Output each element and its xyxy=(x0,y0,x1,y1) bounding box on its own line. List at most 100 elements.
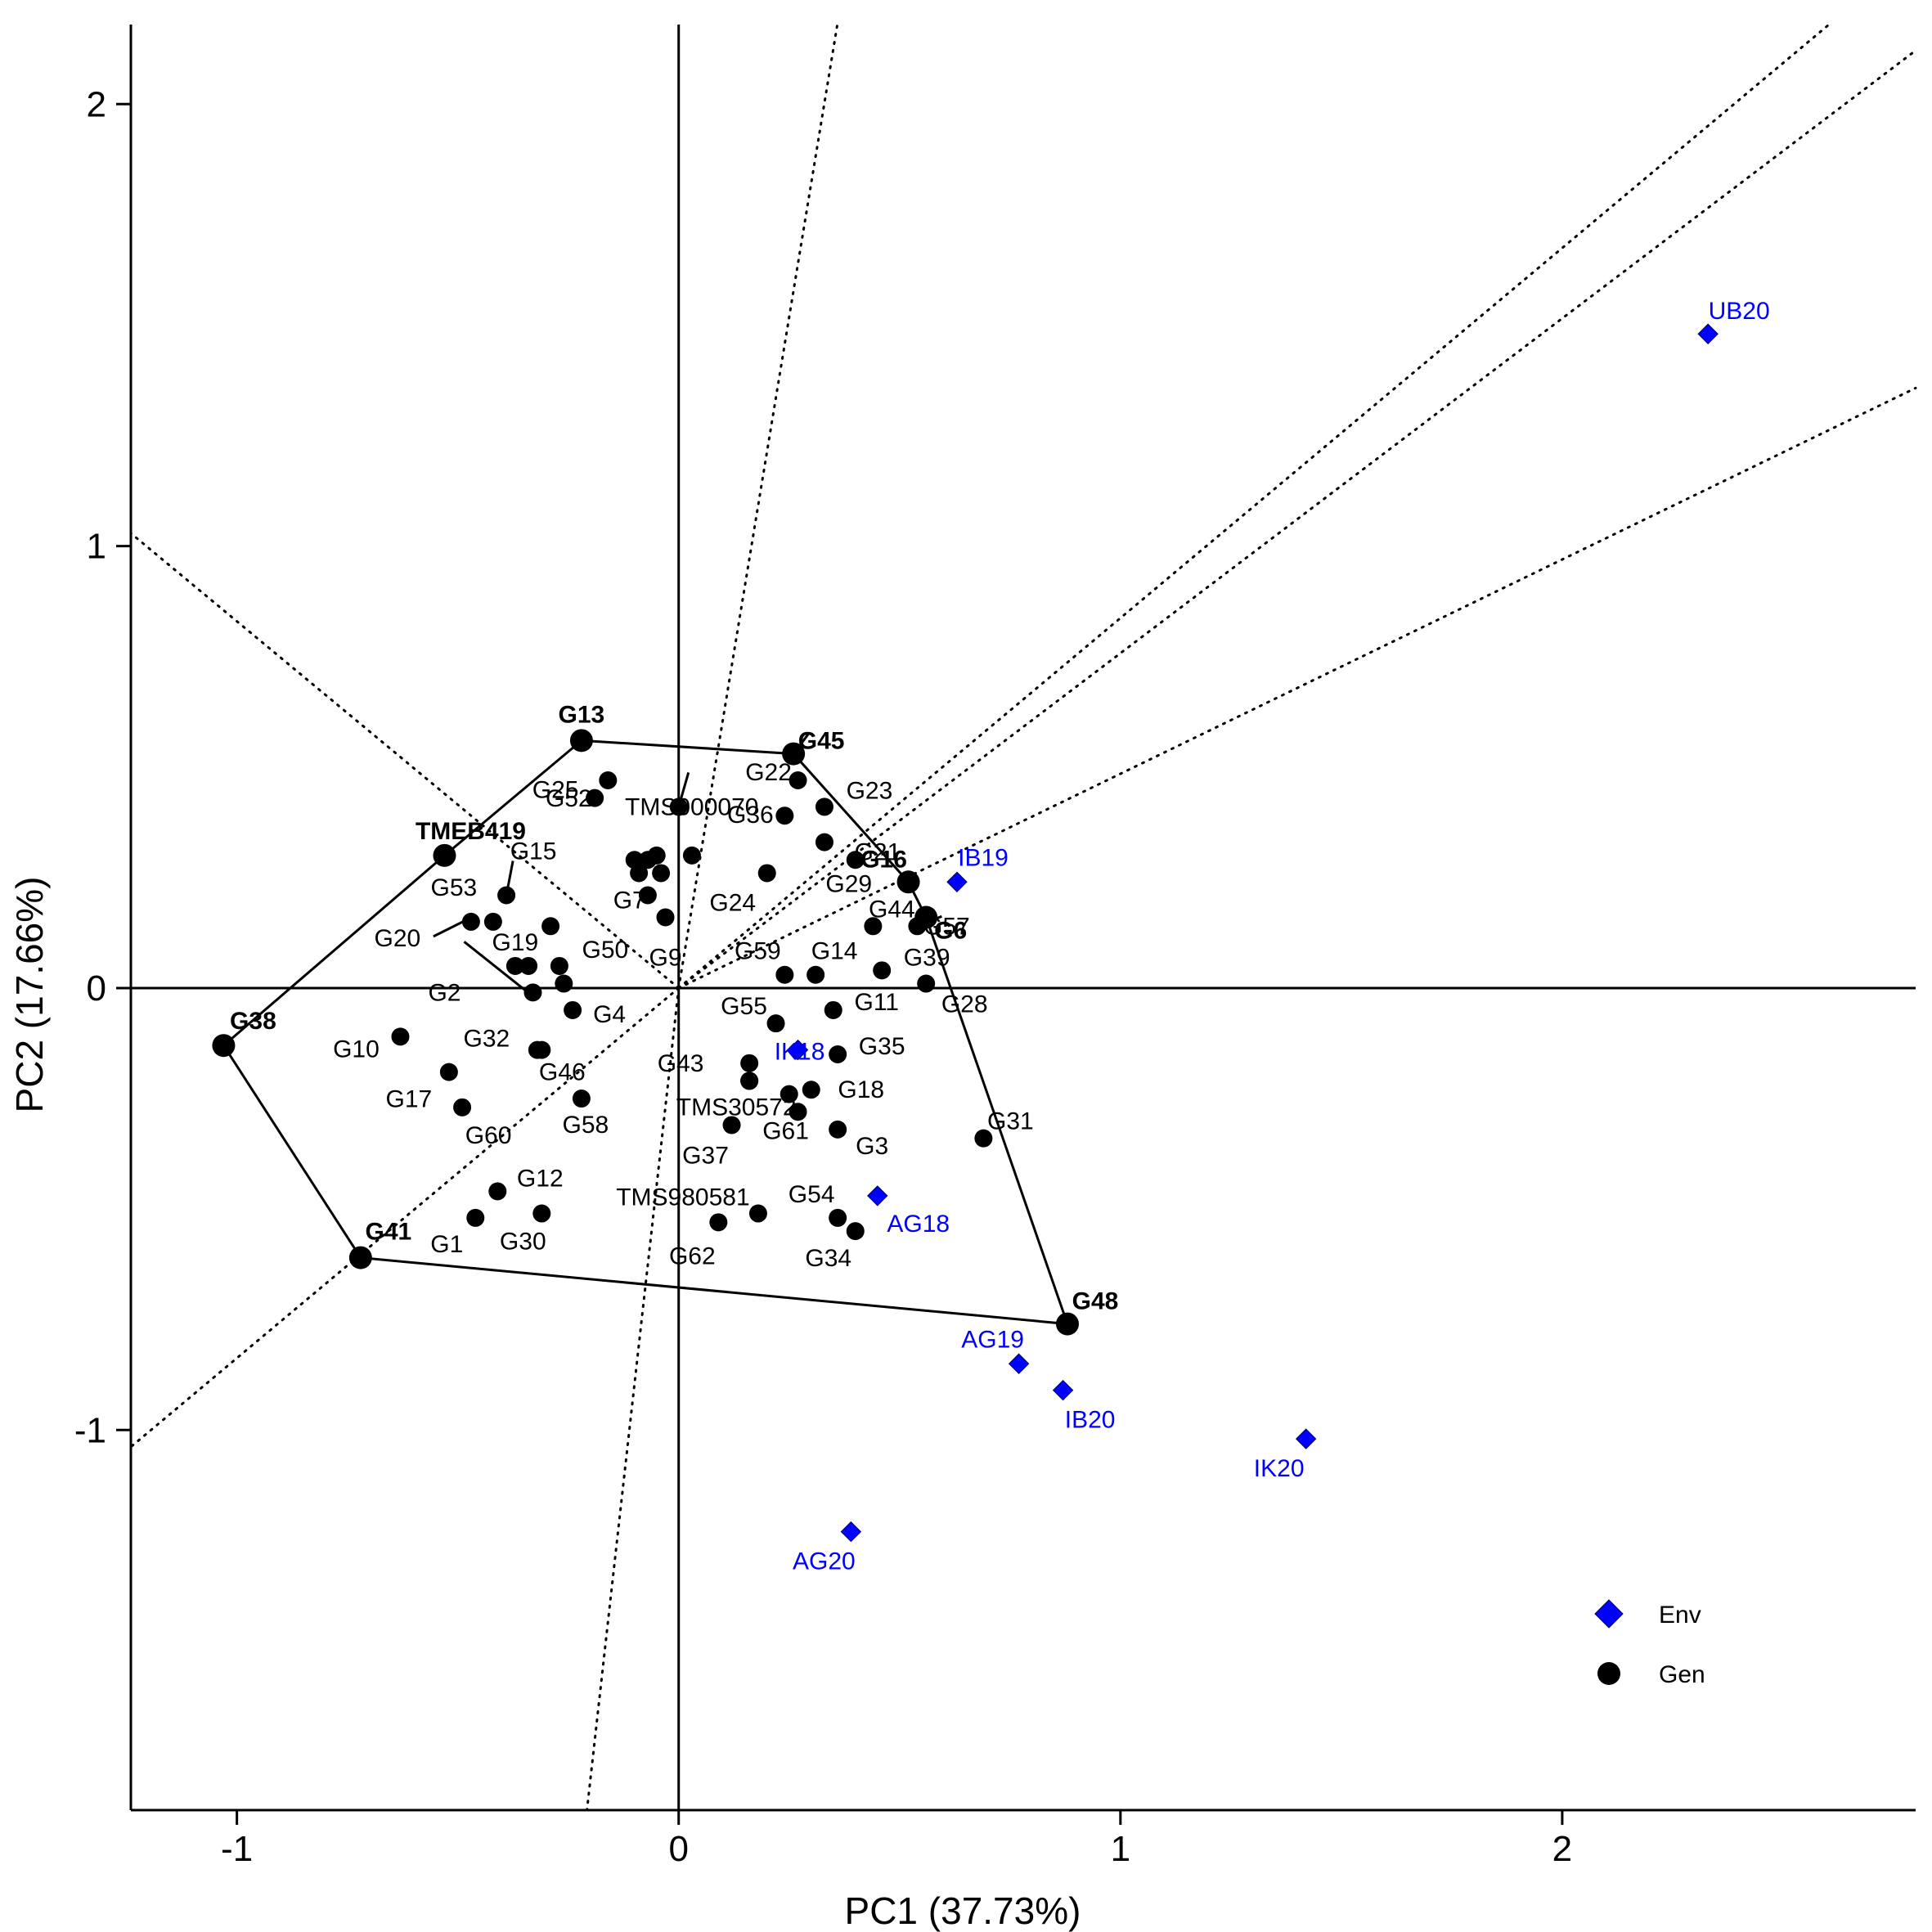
genotype-point-g59 xyxy=(775,965,794,984)
genotype-point-g54 xyxy=(829,1208,847,1227)
genotype-point-g36 xyxy=(775,806,794,825)
genotype-point-g15 xyxy=(497,886,516,905)
genotype-label-g58: G58 xyxy=(563,1112,609,1139)
genotype-label-g12: G12 xyxy=(517,1166,564,1193)
genotype-point-g23 xyxy=(815,798,833,816)
x-tick-label-2: 1 xyxy=(1111,1829,1130,1869)
sector-lines xyxy=(129,23,1917,1812)
env-label-ib19: IB19 xyxy=(958,844,1009,871)
env-point-ib20 xyxy=(1052,1379,1074,1401)
genotype-point-unlabeled-3 xyxy=(630,864,649,883)
genotype-point-unlabeled-10 xyxy=(740,1072,759,1090)
genotype-label-g10: G10 xyxy=(333,1036,380,1063)
origin-axes xyxy=(131,25,1916,1810)
genotype-point-g2 xyxy=(523,983,542,1002)
genotype-label-g13: G13 xyxy=(559,701,605,728)
genotype-point-unlabeled-2 xyxy=(652,864,671,883)
env-label-ib20: IB20 xyxy=(1065,1407,1116,1434)
leader-g20 xyxy=(433,920,464,938)
x-tick-label-3: 2 xyxy=(1552,1829,1572,1869)
legend: Env Gen xyxy=(1594,1599,1705,1688)
genotype-label-tms980581: TMS980581 xyxy=(616,1184,749,1211)
genotype-label-tms30572: TMS30572 xyxy=(676,1094,797,1121)
genotype-point-g19 xyxy=(505,956,524,975)
genotype-point-g1 xyxy=(466,1208,485,1227)
genotype-label-g38: G38 xyxy=(230,1008,276,1035)
legend-env-marker xyxy=(1594,1599,1624,1629)
genotype-label-g9: G9 xyxy=(649,945,682,972)
genotype-label-g45: G45 xyxy=(798,728,845,755)
genotype-point-g46 xyxy=(532,1040,551,1059)
genotype-point-g35 xyxy=(829,1045,847,1064)
genotype-point-tms000070 xyxy=(669,798,688,816)
genotype-label-g29: G29 xyxy=(825,870,872,897)
genotype-point-unlabeled-7 xyxy=(519,956,538,975)
sector-line-4 xyxy=(129,986,681,1449)
env-label-ag19: AG19 xyxy=(961,1326,1024,1353)
genotype-point-g20 xyxy=(461,912,480,931)
genotype-label-g16: G16 xyxy=(860,846,907,873)
legend-gen-marker xyxy=(1597,1662,1620,1685)
genotype-label-g46: G46 xyxy=(539,1059,586,1086)
genotype-label-g24: G24 xyxy=(709,889,756,916)
genotype-label-g23: G23 xyxy=(847,777,893,804)
genotype-label-g35: G35 xyxy=(859,1033,905,1060)
genotype-point-g12 xyxy=(488,1182,507,1201)
genotype-label-g31: G31 xyxy=(987,1108,1034,1135)
legend-env-label: Env xyxy=(1659,1602,1701,1629)
env-point-ub20 xyxy=(1697,323,1719,344)
genotype-point-g24 xyxy=(757,864,776,883)
env-label-ik20: IK20 xyxy=(1254,1455,1305,1482)
genotype-point-g28 xyxy=(917,974,936,993)
genotype-label-g2: G2 xyxy=(428,979,461,1006)
genotype-point-unlabeled-4 xyxy=(682,846,701,865)
genotype-label-tms000070: TMS000070 xyxy=(625,793,758,820)
genotype-point-g16 xyxy=(896,870,920,894)
genotype-label-g7: G7 xyxy=(613,887,646,914)
genotype-point-g62 xyxy=(709,1213,728,1232)
genotype-label-g44: G44 xyxy=(869,896,915,923)
genotype-label-g60: G60 xyxy=(465,1122,512,1149)
genotype-label-g3: G3 xyxy=(856,1133,888,1160)
genotype-point-g48 xyxy=(1056,1312,1080,1336)
genotype-point-g61 xyxy=(789,1103,807,1121)
genotype-point-unlabeled-9 xyxy=(780,1085,798,1103)
genotype-point-g31 xyxy=(974,1129,993,1148)
genotype-label-g14: G14 xyxy=(811,938,858,965)
y-axis-title: PC2 (17.66%) xyxy=(8,877,51,1113)
genotype-point-unlabeled-1 xyxy=(647,846,666,865)
axes: -1 0 1 2 -1 0 1 2 xyxy=(74,25,1916,1869)
genotype-point-g30 xyxy=(532,1204,551,1223)
y-tick-label-3: 2 xyxy=(87,84,106,124)
genotype-label-g53: G53 xyxy=(431,874,478,901)
x-tick-label-0: -1 xyxy=(221,1829,253,1869)
env-point-ib19 xyxy=(946,871,968,892)
sector-line-6 xyxy=(677,386,1917,990)
env-label-ub20: UB20 xyxy=(1709,298,1770,325)
genotype-point-g45 xyxy=(782,742,806,766)
genotype-point-g13 xyxy=(569,729,593,753)
env-point-ag18 xyxy=(867,1185,888,1206)
genotype-label-g59: G59 xyxy=(735,938,781,965)
genotype-point-unlabeled-5 xyxy=(638,886,657,905)
env-point-ik20 xyxy=(1295,1428,1317,1449)
genotype-label-g41: G41 xyxy=(365,1219,411,1246)
genotype-label-g19: G19 xyxy=(492,929,539,956)
genotype-point-g14 xyxy=(806,965,825,984)
genotype-point-g17 xyxy=(439,1063,458,1081)
y-tick-label-2: 1 xyxy=(87,527,106,567)
genotype-point-g53 xyxy=(483,912,502,931)
genotype-point-g34 xyxy=(846,1222,865,1241)
genotype-point-g29 xyxy=(846,851,865,869)
genotype-point-g44 xyxy=(864,917,883,936)
genotype-label-g61: G61 xyxy=(762,1117,809,1144)
genotype-label-g21: G21 xyxy=(855,839,901,866)
env-label-ik18: IK18 xyxy=(775,1039,825,1066)
sector-line-1 xyxy=(586,986,681,1812)
env-label-ag20: AG20 xyxy=(793,1548,856,1575)
genotype-label-g50: G50 xyxy=(582,937,629,964)
genotype-label-g37: G37 xyxy=(682,1142,729,1169)
genotype-label-g30: G30 xyxy=(500,1229,546,1256)
legend-gen-label: Gen xyxy=(1659,1661,1705,1688)
leader-g2 xyxy=(463,941,529,994)
